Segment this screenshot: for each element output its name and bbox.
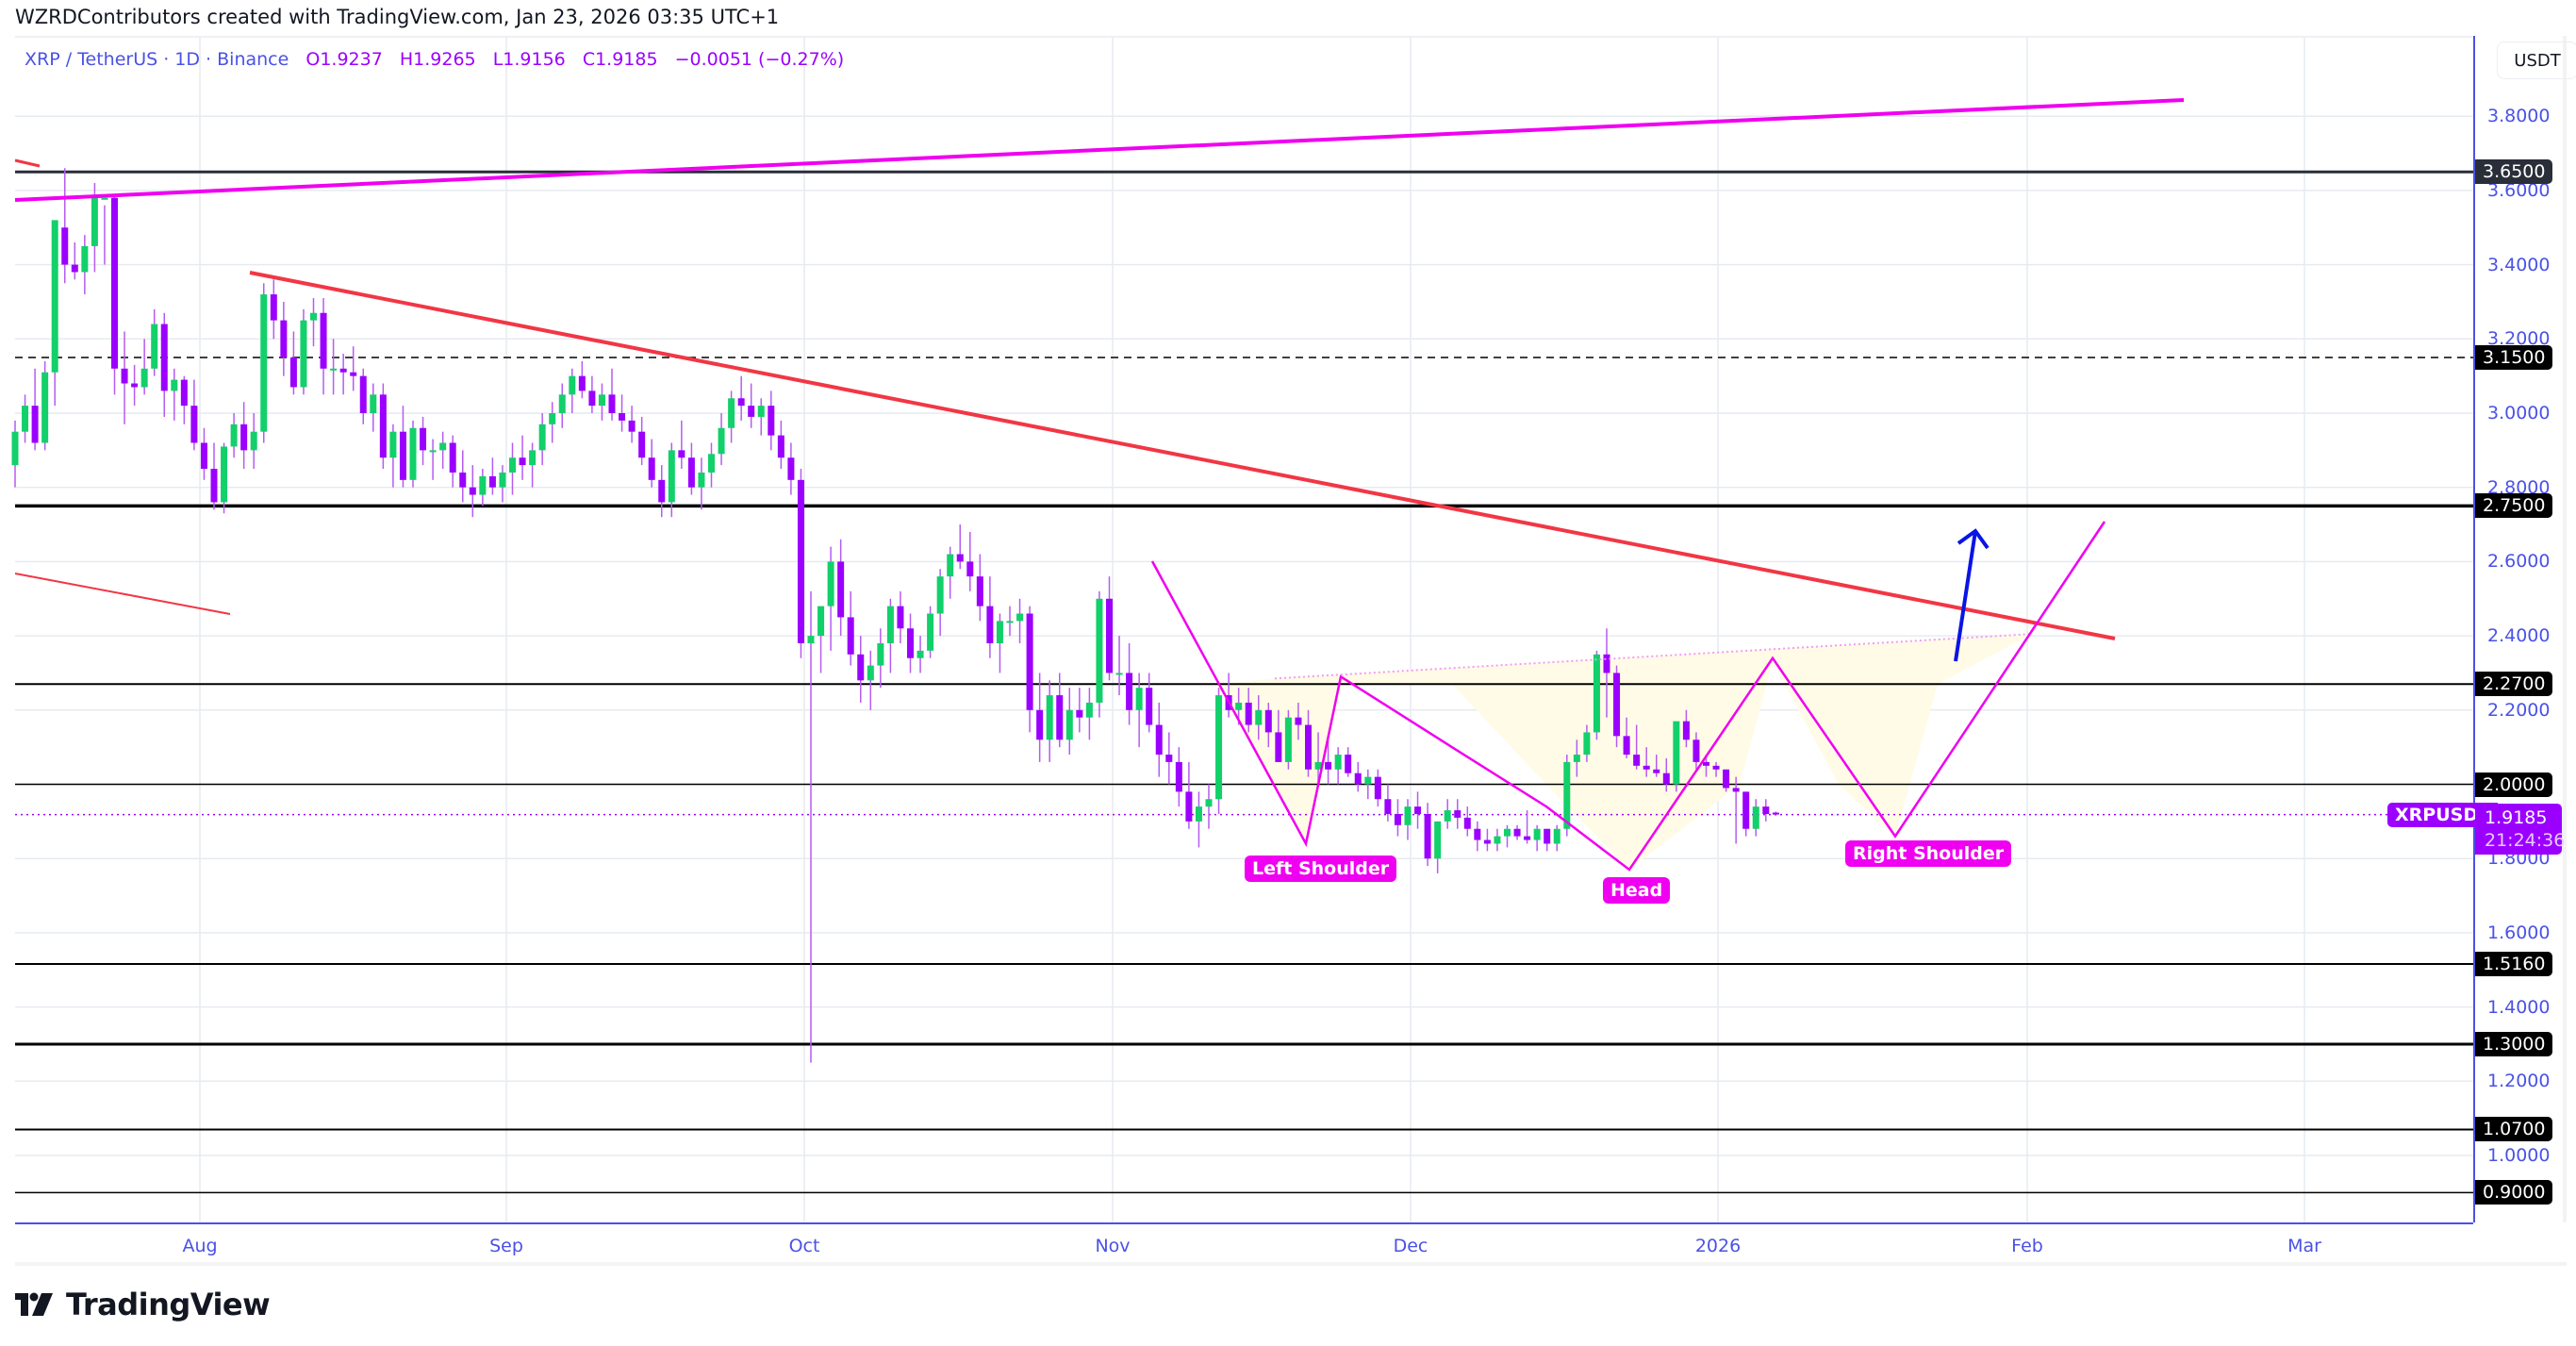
left-shoulder-label[interactable]: Left Shoulder <box>1245 856 1397 882</box>
time-label: 2026 <box>1694 1236 1742 1256</box>
price-tick: 3.4000 <box>2487 254 2551 275</box>
level-price-tag: 1.3000 <box>2475 1031 2553 1056</box>
legend-high: H1.9265 <box>399 49 476 70</box>
price-axis[interactable] <box>2473 36 2565 1222</box>
level-price-tag: 3.1500 <box>2475 344 2553 370</box>
time-label: Sep <box>489 1236 523 1256</box>
currency-unit-button[interactable]: USDT <box>2497 42 2576 79</box>
price-tick: 3.8000 <box>2487 106 2551 127</box>
level-price-tag: 1.5160 <box>2475 951 2553 976</box>
price-tick: 3.0000 <box>2487 403 2551 424</box>
chart-attribution: WZRDContributors created with TradingVie… <box>15 6 780 28</box>
legend-close: C1.9185 <box>582 49 658 70</box>
brand-name: TradingView <box>66 1287 271 1322</box>
last-price: 1.9185 <box>2485 807 2548 828</box>
candles <box>11 168 1779 1063</box>
time-label: Mar <box>2287 1236 2321 1256</box>
grid-lines <box>15 38 2473 1222</box>
legend-change: −0.0051 (−0.27%) <box>674 49 845 70</box>
time-label: Nov <box>1095 1236 1131 1256</box>
price-tick: 1.2000 <box>2487 1071 2551 1092</box>
level-price-tag: 0.9000 <box>2475 1180 2553 1205</box>
symbol-legend[interactable]: XRP / TetherUS · 1D · Binance O1.9237 H1… <box>25 49 844 70</box>
price-tick: 2.6000 <box>2487 551 2551 573</box>
trendlines <box>14 98 2185 872</box>
price-tick: 1.0000 <box>2487 1145 2551 1166</box>
level-price-tag: 3.6500 <box>2475 159 2553 185</box>
price-tick: 2.4000 <box>2487 625 2551 647</box>
symbol-name[interactable]: XRP / TetherUS · 1D · Binance <box>25 49 289 70</box>
last-price-tag: 1.9185 21:24:36 <box>2475 804 2566 855</box>
level-price-tag: 2.7500 <box>2475 493 2553 519</box>
price-tick: 3.6000 <box>2487 179 2551 201</box>
price-tick: 1.4000 <box>2487 996 2551 1018</box>
level-price-tag: 1.0700 <box>2475 1117 2553 1142</box>
level-price-tag: 2.2700 <box>2475 672 2553 697</box>
price-tick: 2.8000 <box>2487 476 2551 498</box>
head-label[interactable]: Head <box>1603 877 1671 904</box>
level-price-tag: 2.0000 <box>2475 772 2553 797</box>
tradingview-brand[interactable]: TradingView <box>15 1287 271 1322</box>
horizontal-levels <box>15 170 2473 1194</box>
time-label: Aug <box>182 1236 218 1256</box>
legend-low: L1.9156 <box>492 49 566 70</box>
right-shoulder-label[interactable]: Right Shoulder <box>1845 840 2012 867</box>
time-label: Feb <box>2011 1236 2043 1256</box>
time-axis[interactable] <box>15 1222 2473 1266</box>
price-tick: 1.6000 <box>2487 922 2551 943</box>
time-axis-edge <box>15 1262 2567 1266</box>
legend-open: O1.9237 <box>305 49 383 70</box>
price-tick: 2.2000 <box>2487 699 2551 721</box>
axis-edge <box>2563 36 2567 1222</box>
time-label: Dec <box>1393 1236 1428 1256</box>
price-tick: 3.2000 <box>2487 328 2551 350</box>
time-label: Oct <box>788 1236 820 1256</box>
bar-countdown: 21:24:36 <box>2485 830 2566 851</box>
tradingview-logo-icon <box>15 1292 53 1316</box>
